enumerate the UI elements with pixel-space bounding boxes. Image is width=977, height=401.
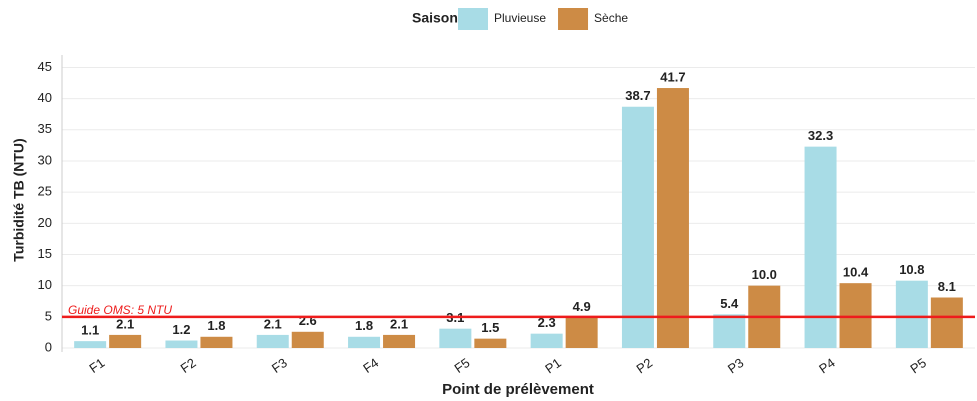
bar (383, 334, 416, 348)
x-tick-label: F3 (269, 355, 290, 376)
bar (109, 334, 142, 348)
legend-swatch (558, 8, 589, 30)
value-label: 1.1 (81, 323, 99, 338)
value-label: 2.6 (299, 313, 317, 328)
x-tick-label: P2 (634, 355, 656, 376)
value-label: 10.0 (752, 267, 777, 282)
bar (291, 331, 324, 348)
value-label: 1.8 (355, 318, 373, 333)
bar (895, 280, 928, 348)
y-tick-label: 40 (38, 90, 52, 105)
bar (165, 340, 198, 348)
x-tick-label: F5 (452, 355, 473, 376)
y-tick-label: 25 (38, 184, 52, 199)
bar (530, 333, 563, 348)
y-tick-label: 10 (38, 277, 52, 292)
value-label: 2.3 (538, 315, 556, 330)
bar (930, 297, 963, 348)
x-tick-label: P4 (816, 355, 838, 376)
value-label: 2.1 (390, 316, 408, 331)
bar (74, 341, 107, 348)
value-label: 2.1 (116, 316, 134, 331)
y-tick-label: 45 (38, 59, 52, 74)
y-tick-label: 30 (38, 152, 52, 167)
value-label: 8.1 (938, 279, 956, 294)
value-label: 38.7 (625, 88, 650, 103)
x-tick-label: F2 (178, 355, 199, 376)
bar (200, 336, 233, 348)
y-tick-label: 35 (38, 121, 52, 136)
x-axis-label: Point de prélèvement (442, 381, 594, 398)
legend-title: Saison (412, 10, 458, 26)
bar (256, 334, 289, 348)
y-tick-label: 5 (45, 308, 52, 323)
value-label: 10.4 (843, 265, 869, 280)
value-label: 41.7 (660, 69, 685, 84)
bar (474, 338, 507, 348)
value-label: 1.8 (207, 318, 225, 333)
bar (804, 146, 837, 348)
y-tick-label: 15 (38, 246, 52, 261)
legend-swatch (458, 8, 488, 30)
value-label: 1.2 (172, 322, 190, 337)
x-tick-label: P5 (907, 355, 929, 376)
bar (565, 317, 598, 348)
value-label: 4.9 (573, 299, 591, 314)
x-tick-label: F4 (360, 355, 381, 376)
y-axis-label: Turbidité TB (NTU) (11, 138, 27, 261)
bar (621, 106, 654, 348)
y-tick-label: 0 (45, 339, 52, 354)
bar (713, 314, 746, 348)
x-tick-label: P1 (542, 355, 564, 376)
value-label: 10.8 (899, 262, 924, 277)
value-label: 2.1 (264, 316, 282, 331)
value-label: 5.4 (720, 296, 739, 311)
bar (348, 336, 381, 348)
legend-label: Pluvieuse (494, 11, 546, 25)
value-label: 32.3 (808, 128, 833, 143)
x-tick-label: P3 (725, 355, 747, 376)
reference-label: Guide OMS: 5 NTU (68, 303, 172, 317)
bar (439, 328, 472, 348)
x-tick-label: F1 (86, 355, 107, 376)
bar (656, 88, 689, 348)
value-label: 1.5 (481, 320, 499, 335)
legend-label: Sèche (594, 11, 628, 25)
y-tick-label: 20 (38, 215, 52, 230)
